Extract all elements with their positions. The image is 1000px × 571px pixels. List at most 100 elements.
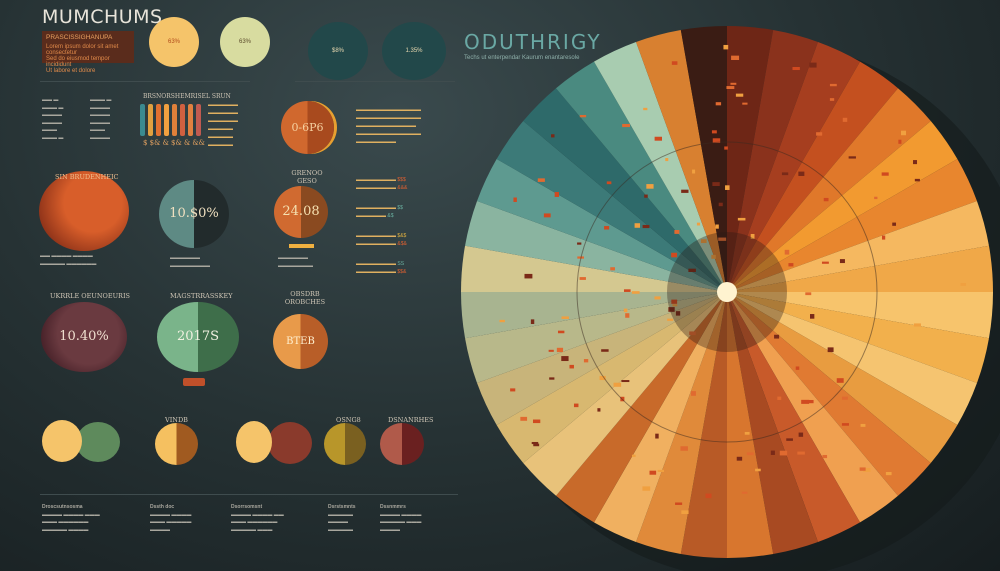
wheel-speckle xyxy=(860,467,866,470)
bar-chart-notes: ▬▬▬▬▬▬ ▬▬▬▬▬▬ ▬▬▬▬▬▬ ▬▬▬▬▬ ▬▬▬▬▬ ▬▬▬▬▬ xyxy=(208,101,263,149)
wheel-speckle xyxy=(726,86,734,89)
wheel-speckle xyxy=(719,203,723,206)
wheel-speckle xyxy=(724,146,728,149)
footer-col: Dssth doc ▬▬▬▬ ▬▬▬▬ ▬▬▬ ▬▬▬▬▬ ▬▬▬▬ xyxy=(150,504,230,534)
wheel-speckle xyxy=(632,455,636,457)
wheel-speckle xyxy=(915,179,920,181)
wheel-speckle xyxy=(755,469,761,472)
wheel-speckle xyxy=(798,172,804,176)
footer-heading: Dsorrsomsnt xyxy=(231,504,262,510)
wheel-speckle xyxy=(643,225,650,228)
wheel-speckle xyxy=(914,323,921,326)
wheel-speckle xyxy=(697,223,700,226)
caption: ▬▬ ▬▬▬▬ ▬▬▬▬ ▬▬▬▬▬ ▬▬▬▬▬▬ xyxy=(40,253,140,268)
wheel-speckle xyxy=(577,242,581,244)
footer-heading: Dssth doc xyxy=(150,504,174,510)
wheel-speckle xyxy=(898,140,901,144)
intro-line: Sed do eiusmod tempor incididunt xyxy=(46,56,130,68)
bar xyxy=(180,104,185,136)
wheel-speckle xyxy=(805,292,811,295)
wheel-speckle xyxy=(549,350,554,352)
wheel-speckle xyxy=(786,438,793,440)
wheel-speckle xyxy=(771,451,775,455)
wheel-speckle xyxy=(601,349,608,352)
wheel-speckle xyxy=(672,61,678,65)
footer-col: Dsrstsmnts ▬▬▬▬▬ ▬▬▬▬ ▬▬▬▬▬ xyxy=(328,504,378,534)
wheel-speckle xyxy=(635,223,640,228)
wheel-speckle xyxy=(681,510,688,514)
orange-stat-circle: 0-6P6 xyxy=(281,101,334,154)
bar xyxy=(140,104,145,136)
wheel-speckle xyxy=(792,67,799,70)
wheel-speckle xyxy=(655,434,658,439)
wheel-speckle xyxy=(654,296,660,299)
wheel-speckle xyxy=(674,230,679,234)
wheel-speckle xyxy=(882,172,889,175)
wheel-speckle xyxy=(725,185,730,190)
pie-title: UKRRLE OEUNOEURIS xyxy=(50,292,130,300)
pie-value: 10.$0% xyxy=(169,205,219,223)
wheel-speckle xyxy=(822,262,829,264)
wheel-speckle xyxy=(716,102,721,105)
wheel-speckle xyxy=(738,218,746,221)
wheel-speckle xyxy=(562,316,569,319)
wheel-speckle xyxy=(667,319,673,321)
wheel-speckle xyxy=(680,446,688,450)
badge xyxy=(183,378,205,386)
footer-col: Dssnmmrs ▬▬▬▬ ▬▬▬▬ ▬▬▬▬▬ ▬▬▬ ▬▬▬▬ xyxy=(380,504,458,534)
wheel-speckle xyxy=(737,457,742,461)
pie-green: 2017S xyxy=(157,302,239,372)
wheel-speckle xyxy=(705,494,711,499)
bar xyxy=(188,104,193,136)
wheel-speckle xyxy=(960,283,966,286)
footer-col: Dsorrsomsnt ▬▬▬▬ ▬▬▬▬ ▬▬ ▬▬▬ ▬▬▬▬▬▬ ▬▬▬▬▬ ▬… xyxy=(231,504,321,534)
notes-list: ▬▬▬▬▬▬▬▬▬▬▬▬▬ ▬▬▬▬▬▬▬▬▬▬▬▬▬ ▬▬▬▬▬▬▬▬▬▬▬▬ ▬▬… xyxy=(356,106,456,146)
pie-title: MAGSTRRASSKEY xyxy=(170,292,230,300)
pie-light-orange: BTEB xyxy=(273,314,328,369)
pie-title: GRENOO GESO xyxy=(282,169,332,185)
wheel-speckle xyxy=(658,470,664,472)
wheel-speckle xyxy=(828,347,834,352)
venn-green xyxy=(76,422,120,462)
pie-orange: 24.08 xyxy=(274,186,328,238)
bar xyxy=(172,104,177,136)
wheel-speckle xyxy=(681,190,688,193)
wheel-speckle xyxy=(785,250,790,255)
wheel-speckle xyxy=(774,335,779,339)
divider xyxy=(295,81,455,82)
wheel-speckle xyxy=(747,452,754,455)
wheel-speckle xyxy=(532,442,539,444)
wheel-speckle xyxy=(632,291,640,294)
wheel-speckle xyxy=(810,314,814,319)
pie-value: BTEB xyxy=(286,335,315,349)
intro-heading: PRASCISSIGHANUPA xyxy=(46,34,130,41)
wheel-speckle xyxy=(557,348,563,352)
pie-title: SIN BRUDENHEIC xyxy=(55,173,119,181)
wheel-speckle xyxy=(510,388,515,391)
wheel-speckle xyxy=(842,423,849,426)
top-circle-3: $8% xyxy=(308,22,368,80)
bar-chart-footer: $ $& & $& & && xyxy=(143,139,205,147)
wheel-speckle xyxy=(742,103,747,105)
wheel-speckle xyxy=(671,253,677,258)
list-value: $$ xyxy=(397,205,403,211)
wheel-speckle xyxy=(580,115,586,117)
wheel-speckle xyxy=(655,137,662,141)
wheel-speckle xyxy=(646,184,653,189)
pie-title: DSNANRHES xyxy=(388,416,434,424)
wheel-speckle xyxy=(809,400,814,403)
wheel-speckle xyxy=(782,172,788,175)
wheel-speckle xyxy=(901,131,906,136)
wheel-speckle xyxy=(780,451,787,456)
footer-heading: Dssnmmrs xyxy=(380,504,406,510)
wheel-speckle xyxy=(538,178,545,182)
wheel-speckle xyxy=(837,378,844,383)
wheel-speckle xyxy=(555,192,559,197)
wheel-speckle xyxy=(621,380,629,382)
wheel-speckle xyxy=(849,156,856,158)
list-value: SS xyxy=(397,261,404,267)
bar-chart-title: BRSNORSHEMRISEL SRUN xyxy=(143,93,231,100)
list-value: &&& xyxy=(397,185,407,191)
list-value: $$& xyxy=(397,269,406,275)
wheel-speckle xyxy=(549,377,554,379)
